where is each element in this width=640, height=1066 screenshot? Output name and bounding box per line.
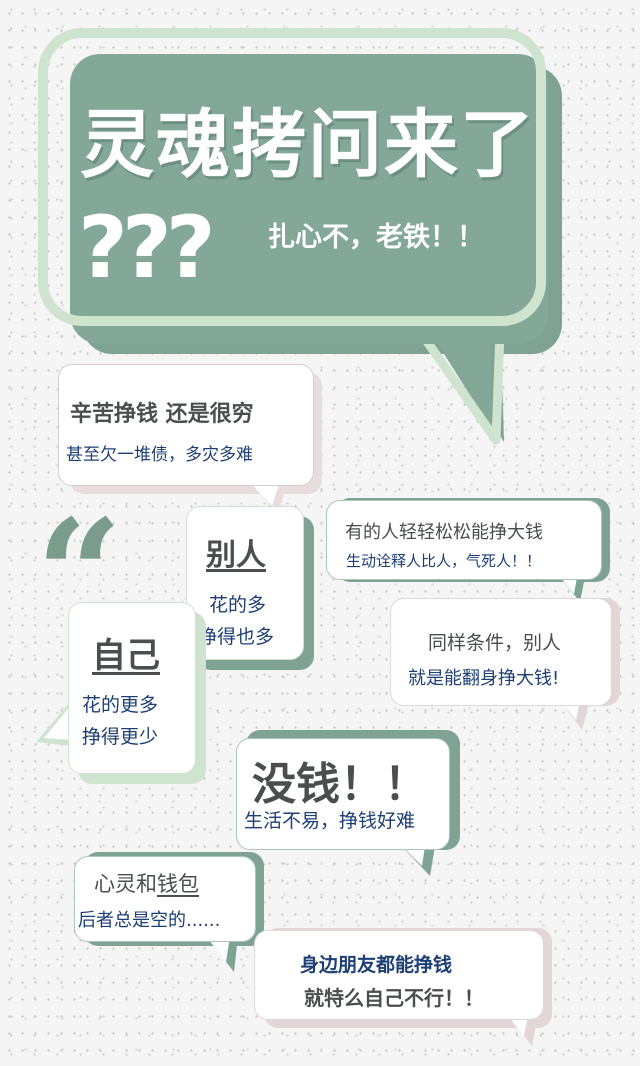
bubble-6 — [236, 738, 450, 850]
header-bubble — [70, 54, 548, 344]
bubble-1-line1: 辛苦挣钱 还是很穷 — [70, 402, 254, 427]
bubble-3-line1: 花的更多 — [82, 694, 159, 716]
bubble-8-line1: 身边朋友都能挣钱 — [300, 954, 453, 976]
bubble-1-tail — [248, 480, 288, 514]
header-title: 灵魂拷问来了 — [80, 102, 536, 188]
bubble-3-title: 自己 — [92, 636, 160, 676]
bubble-6-line1: 生活不易，挣钱好难 — [244, 810, 416, 832]
bubble-3-tail — [36, 700, 72, 746]
bubble-3-line2: 挣得更少 — [82, 726, 159, 748]
bubble-6-title: 没钱！！ — [252, 759, 428, 810]
bubble-8-tail — [508, 1016, 538, 1046]
bubble-4 — [326, 500, 602, 580]
bubble-2-line1: 花的多 — [209, 594, 267, 616]
bubble-7-line1-b: 钱包 — [157, 872, 199, 896]
bubble-7-tail — [206, 936, 238, 972]
header-subtitle: 扎心不，老铁！！ — [268, 222, 484, 253]
bubble-1 — [58, 364, 314, 486]
bubble-3 — [68, 602, 196, 774]
bubble-5-line2: 就是能翻身挣大钱! — [408, 668, 560, 689]
bubble-4-line2: 生动诠释人比人，气死人！！ — [346, 552, 542, 570]
question-marks: ??? — [78, 198, 216, 298]
bubble-7-line1: 心灵和钱包 — [94, 868, 199, 898]
bubble-2-line2: 挣得也多 — [198, 626, 275, 648]
bubble-7 — [74, 856, 256, 942]
bubble-7-line2: 后者总是空的...... — [78, 910, 221, 931]
quote-icon: “ — [36, 487, 123, 663]
bubble-1-line2: 甚至欠一堆债，多灾多难 — [66, 445, 253, 465]
bubble-8 — [254, 930, 544, 1020]
bubble-5-line1: 同样条件，别人 — [428, 632, 562, 654]
bubble-8-line2: 就特么自己不行！！ — [304, 986, 484, 1010]
bubble-2-title: 别人 — [206, 538, 266, 573]
bubble-5 — [390, 598, 612, 706]
header-bubble-outline — [38, 28, 546, 326]
bubble-4-line1: 有的人轻轻松松能挣大钱 — [345, 522, 543, 543]
bubble-7-line1-a: 心灵和 — [94, 872, 157, 896]
